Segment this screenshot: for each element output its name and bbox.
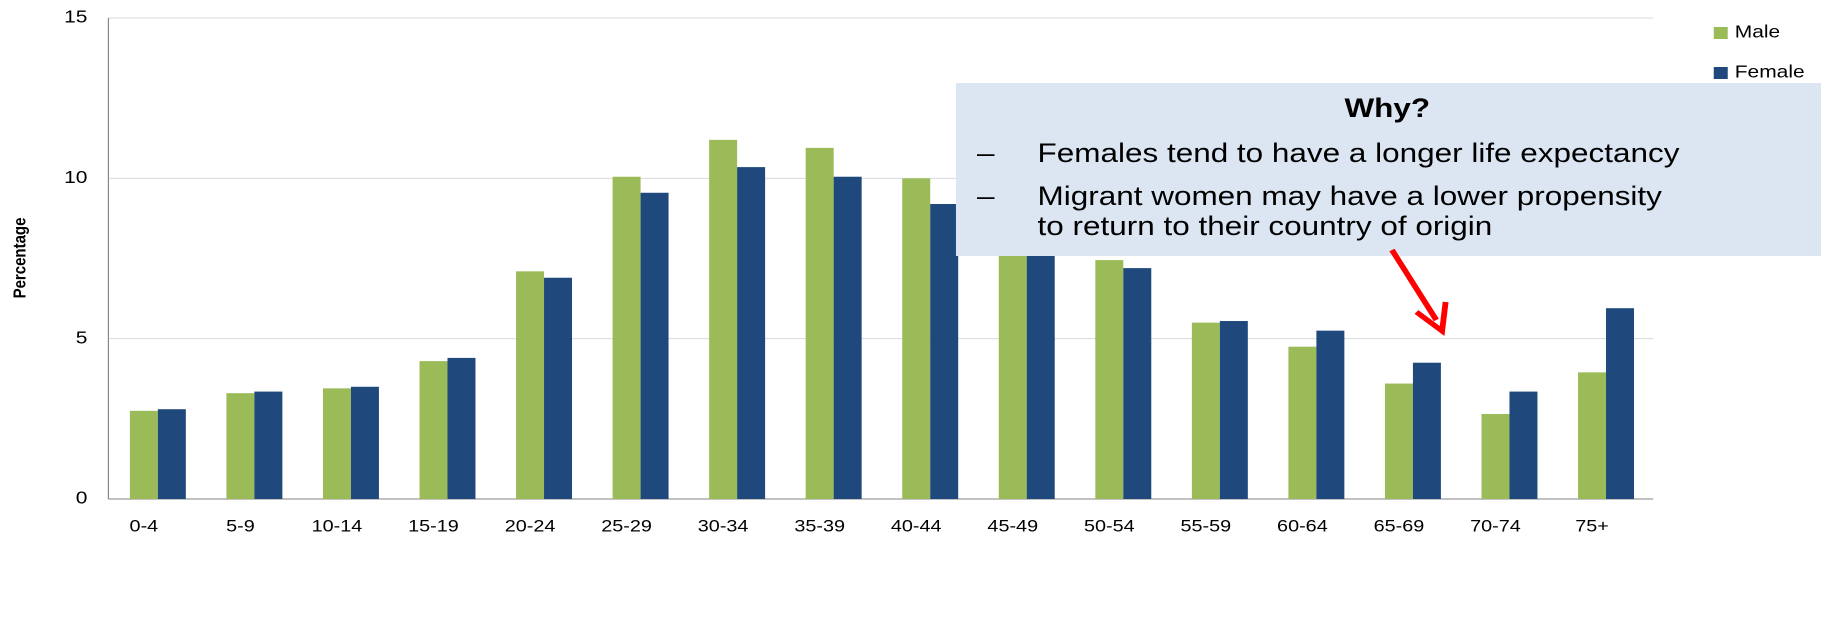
bar — [709, 139, 738, 499]
bar — [254, 391, 283, 499]
bar — [737, 167, 766, 500]
x-tick-label: 35-39 — [794, 516, 845, 535]
x-tick-label: 15-19 — [408, 516, 459, 535]
annotation-title: Why? — [1344, 93, 1430, 123]
bullet-text: Migrant women may have a lower propensit… — [1038, 181, 1663, 211]
bullet-marker: – — [977, 181, 995, 211]
bar — [1412, 362, 1441, 499]
y-axis-label: Percentage — [11, 218, 30, 299]
y-tick-label: 15 — [64, 7, 87, 27]
bar — [1481, 414, 1510, 499]
bar — [1095, 260, 1124, 499]
arrow-head — [1414, 301, 1449, 337]
bar — [902, 178, 931, 500]
x-tick-label: 50-54 — [1084, 516, 1135, 535]
bar — [1026, 229, 1055, 499]
x-tick-label: 40-44 — [891, 516, 942, 535]
bar — [1384, 383, 1413, 499]
bar — [447, 357, 476, 499]
bar — [544, 277, 573, 499]
bar — [1191, 322, 1220, 499]
bullet-text: to return to their country of origin — [1038, 211, 1493, 241]
bar — [1219, 321, 1248, 499]
bar — [322, 388, 351, 499]
x-tick-label: 10-14 — [312, 516, 363, 535]
bar — [350, 386, 379, 499]
x-tick-label: 30-34 — [698, 516, 749, 535]
y-tick-label: 10 — [64, 167, 87, 187]
x-tick-label: 75+ — [1575, 516, 1609, 535]
annotation-box — [955, 83, 1821, 256]
bar — [998, 223, 1027, 499]
x-tick-label: 70-74 — [1470, 516, 1521, 535]
bar — [1123, 268, 1152, 499]
bar — [1316, 330, 1345, 499]
x-tick-label: 65-69 — [1374, 516, 1425, 535]
x-tick-label: 60-64 — [1277, 516, 1328, 535]
x-tick-label: 20-24 — [505, 516, 556, 535]
arrow-shaft — [1389, 248, 1439, 322]
bar — [129, 410, 158, 499]
bar — [516, 271, 545, 499]
x-tick-label: 5-9 — [226, 516, 255, 535]
x-tick-label: 55-59 — [1181, 516, 1232, 535]
bar — [833, 176, 862, 500]
bar — [157, 409, 186, 499]
bar — [612, 176, 641, 500]
legend-swatch — [1713, 67, 1728, 79]
bar — [1509, 391, 1538, 499]
legend-swatch — [1713, 27, 1728, 39]
bar — [805, 147, 834, 499]
legend-label: Female — [1735, 62, 1805, 82]
bar — [1606, 308, 1634, 499]
bar — [419, 361, 448, 499]
x-tick-label: 0-4 — [130, 516, 159, 535]
bar — [640, 192, 669, 499]
bar — [226, 393, 255, 499]
bullet-text: Females tend to have a longer life expec… — [1038, 138, 1680, 168]
x-tick-label: 25-29 — [601, 516, 652, 535]
bar — [1288, 346, 1317, 499]
bullet-marker: – — [977, 138, 995, 168]
bar — [1578, 372, 1607, 499]
legend-label: Male — [1735, 22, 1780, 42]
x-tick-label: 45-49 — [987, 516, 1038, 535]
y-tick-label: 0 — [76, 488, 88, 508]
bar — [930, 203, 959, 499]
y-tick-label: 5 — [76, 328, 88, 348]
